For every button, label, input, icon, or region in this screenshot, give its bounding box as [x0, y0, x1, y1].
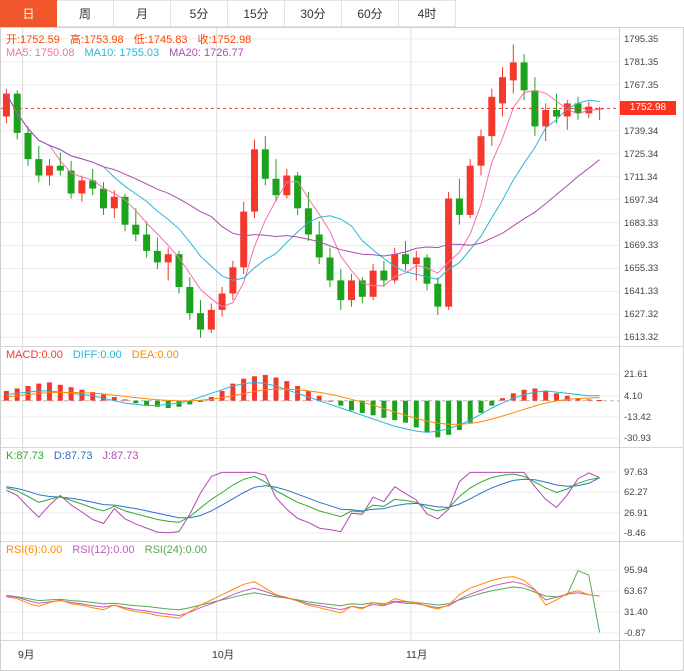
tab-30分[interactable]: 30分 [285, 0, 342, 27]
kdj-chart[interactable] [1, 448, 619, 541]
y-axis-label: 1711.34 [624, 172, 658, 183]
tab-15分[interactable]: 15分 [228, 0, 285, 27]
macd-chart[interactable] [1, 347, 619, 447]
tab-日[interactable]: 日 [0, 0, 57, 27]
tab-周[interactable]: 周 [57, 0, 114, 27]
candlestick-chart[interactable] [1, 28, 619, 346]
x-axis-label-11月: 11月 [406, 649, 428, 661]
ma20-value: MA20: 1726.77 [169, 47, 244, 59]
rsi-panel: RSI(6):0.00 RSI(12):0.00 RSI(24):0.00 [1, 542, 619, 640]
ma-info-row: MA5: 1750.08 MA10: 1755.03 MA20: 1726.77 [6, 47, 244, 59]
dea-value: DEA:0.00 [131, 349, 179, 361]
panel-divider [1, 640, 684, 641]
kdj-panel: K:87.73 D:87.73 J:87.73 [1, 448, 619, 541]
low-value: 低:1745.83 [133, 34, 188, 46]
y-axis-label: 62.27 [624, 487, 648, 498]
y-axis-column: 1795.35 1781.35 1767.35 1739.34 1725.34 1711.… [619, 28, 684, 670]
macd-info-row: MACD:0.00 DIFF:0.00 DEA:0.00 [6, 349, 179, 361]
y-axis-label: 63.67 [624, 586, 648, 597]
y-axis-label: 1739.34 [624, 126, 659, 137]
tab-5分[interactable]: 5分 [171, 0, 228, 27]
rsi6-value: RSI(6):0.00 [6, 544, 63, 556]
y-axis-label: 1655.33 [624, 263, 659, 274]
y-axis-label: 97.63 [624, 467, 648, 478]
x-axis-label-9月: 9月 [18, 649, 35, 661]
timeframe-tabbar: 日周月 5分 15分 30分 60分 4时 [0, 0, 684, 27]
y-axis-label: 21.61 [624, 369, 648, 380]
ma10-value: MA10: 1755.03 [84, 47, 160, 59]
rsi-chart[interactable] [1, 542, 619, 640]
y-axis-label: -30.93 [624, 433, 651, 444]
tab-月[interactable]: 月 [114, 0, 171, 27]
high-value: 高:1753.98 [69, 34, 124, 46]
y-axis-label: 1669.33 [624, 240, 659, 251]
rsi24-value: RSI(24):0.00 [144, 544, 207, 556]
candlestick-panel: 开:1752.59 高:1753.98 低:1745.83 收:1752.98 … [1, 28, 619, 346]
y-axis-label: 1613.32 [624, 332, 659, 343]
y-axis-label: 95.94 [624, 565, 648, 576]
y-axis-label: -0.87 [624, 628, 646, 639]
open-value: 开:1752.59 [6, 34, 60, 46]
y-axis-label: 1697.34 [624, 195, 659, 206]
panel-divider [1, 346, 684, 347]
macd-value: MACD:0.00 [6, 349, 63, 361]
y-axis-label: 1627.32 [624, 309, 659, 320]
close-value: 收:1752.98 [197, 34, 252, 46]
macd-panel: MACD:0.00 DIFF:0.00 DEA:0.00 [1, 347, 619, 447]
diff-value: DIFF:0.00 [72, 349, 122, 361]
y-axis-label: 1767.35 [624, 80, 659, 91]
y-axis-label: 31.40 [624, 607, 648, 618]
panel-divider [1, 447, 684, 448]
x-axis-label-10月: 10月 [212, 649, 235, 661]
y-axis-label: 1781.35 [624, 57, 659, 68]
current-price-tag: 1752.98 [620, 101, 676, 115]
k-value: K:87.73 [6, 450, 44, 462]
y-axis-label: 1641.33 [624, 286, 659, 297]
chart-area: 开:1752.59 高:1753.98 低:1745.83 收:1752.98 … [0, 27, 684, 671]
d-value: D:87.73 [53, 450, 93, 462]
panel-divider [1, 541, 684, 542]
tab-60分[interactable]: 60分 [342, 0, 399, 27]
kdj-info-row: K:87.73 D:87.73 J:87.73 [6, 450, 139, 462]
tab-4时[interactable]: 4时 [399, 0, 456, 27]
ohlc-info-row: 开:1752.59 高:1753.98 低:1745.83 收:1752.98 [6, 31, 251, 47]
y-axis-label: -8.46 [624, 528, 646, 539]
y-axis-label: 26.91 [624, 508, 648, 519]
y-axis-label: 1795.35 [624, 34, 659, 45]
y-axis-label: 1725.34 [624, 149, 659, 160]
y-axis-label: -13.42 [624, 412, 651, 423]
ma5-value: MA5: 1750.08 [6, 47, 75, 59]
x-axis: 9月 10月 11月 [1, 641, 619, 671]
rsi-info-row: RSI(6):0.00 RSI(12):0.00 RSI(24):0.00 [6, 544, 207, 556]
y-axis-label: 1683.33 [624, 218, 659, 229]
j-value: J:87.73 [102, 450, 139, 462]
rsi12-value: RSI(12):0.00 [72, 544, 135, 556]
y-axis-label: 4.10 [624, 391, 643, 402]
